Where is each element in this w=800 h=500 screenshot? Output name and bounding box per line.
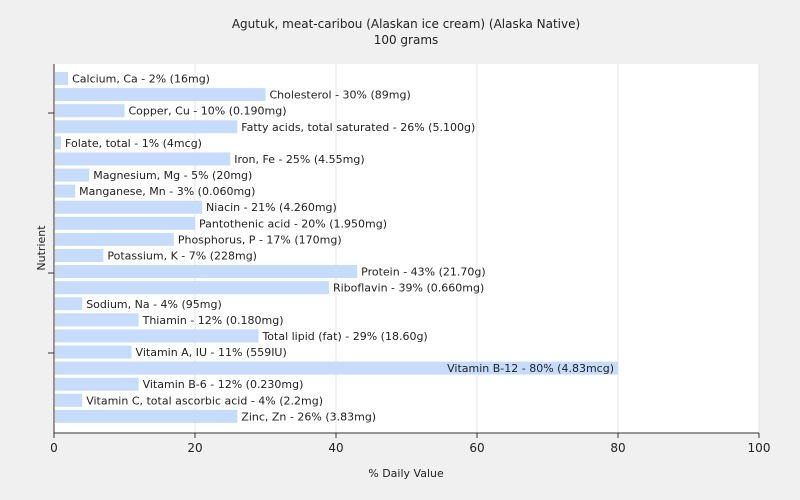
bar-label: Protein - 43% (21.70g) — [361, 266, 486, 279]
bar — [55, 120, 238, 134]
bar-label: Magnesium, Mg - 5% (20mg) — [93, 169, 252, 182]
bar-label: Vitamin B-12 - 80% (4.83mcg) — [447, 362, 614, 375]
bar — [55, 409, 238, 423]
bar-label: Pantothenic acid - 20% (1.950mg) — [199, 217, 387, 230]
y-axis-label: Nutrient — [35, 225, 48, 271]
x-tick-label: 0 — [50, 441, 58, 455]
bar — [55, 281, 329, 295]
bar-label: Iron, Fe - 25% (4.55mg) — [234, 153, 364, 166]
bar — [55, 361, 618, 375]
axes-group — [48, 64, 760, 438]
x-tick-label: 20 — [187, 441, 202, 455]
chart-subtitle: 100 grams — [374, 33, 439, 47]
bar — [55, 377, 139, 391]
bar — [55, 297, 83, 311]
bar — [55, 136, 62, 150]
bar — [55, 345, 132, 359]
bar — [55, 265, 358, 279]
bar — [55, 184, 76, 198]
bar-label: Vitamin C, total ascorbic acid - 4% (2.2… — [86, 394, 323, 407]
bar-label: Calcium, Ca - 2% (16mg) — [72, 73, 210, 86]
bar — [55, 168, 90, 182]
bar-label: Sodium, Na - 4% (95mg) — [86, 298, 222, 311]
bar-label: Vitamin B-6 - 12% (0.230mg) — [143, 378, 304, 391]
bar-label: Copper, Cu - 10% (0.190mg) — [129, 105, 287, 118]
bar-label: Zinc, Zn - 26% (3.83mg) — [241, 410, 376, 423]
bar — [55, 313, 139, 327]
bar — [55, 329, 259, 343]
bar — [55, 393, 83, 407]
bars-group — [55, 72, 618, 423]
x-tick-labels: 0 20 40 60 80 100 — [50, 441, 770, 455]
bar — [55, 72, 69, 85]
bar — [55, 152, 231, 166]
chart-title: Agutuk, meat-caribou (Alaskan ice cream)… — [232, 17, 580, 31]
x-axis-label: % Daily Value — [368, 467, 444, 480]
x-tick-label: 80 — [610, 441, 625, 455]
bar-label: Vitamin A, IU - 11% (559IU) — [136, 346, 287, 359]
bar-label: Niacin - 21% (4.260mg) — [206, 201, 337, 214]
bar-label: Potassium, K - 7% (228mg) — [107, 249, 257, 262]
x-tick-label: 60 — [469, 441, 484, 455]
bar-label: Manganese, Mn - 3% (0.060mg) — [79, 185, 255, 198]
bar-label: Cholesterol - 30% (89mg) — [270, 89, 411, 102]
x-tick-label: 40 — [328, 441, 343, 455]
bar — [55, 248, 104, 262]
bar-label: Folate, total - 1% (4mcg) — [65, 137, 202, 150]
bar — [55, 200, 203, 214]
bar-label: Fatty acids, total saturated - 26% (5.10… — [241, 121, 475, 134]
x-tick-label: 100 — [748, 441, 771, 455]
bar — [55, 104, 125, 118]
bar-label: Riboflavin - 39% (0.660mg) — [333, 282, 484, 295]
bar-label: Total lipid (fat) - 29% (18.60g) — [261, 330, 427, 343]
bar — [55, 88, 266, 102]
bar-labels-group: Calcium, Ca - 2% (16mg) Cholesterol - 30%… — [65, 73, 614, 424]
bar — [55, 216, 195, 230]
bar-label: Phosphorus, P - 17% (170mg) — [178, 233, 342, 246]
bar — [55, 232, 174, 246]
bar-label: Thiamin - 12% (0.180mg) — [142, 314, 284, 327]
